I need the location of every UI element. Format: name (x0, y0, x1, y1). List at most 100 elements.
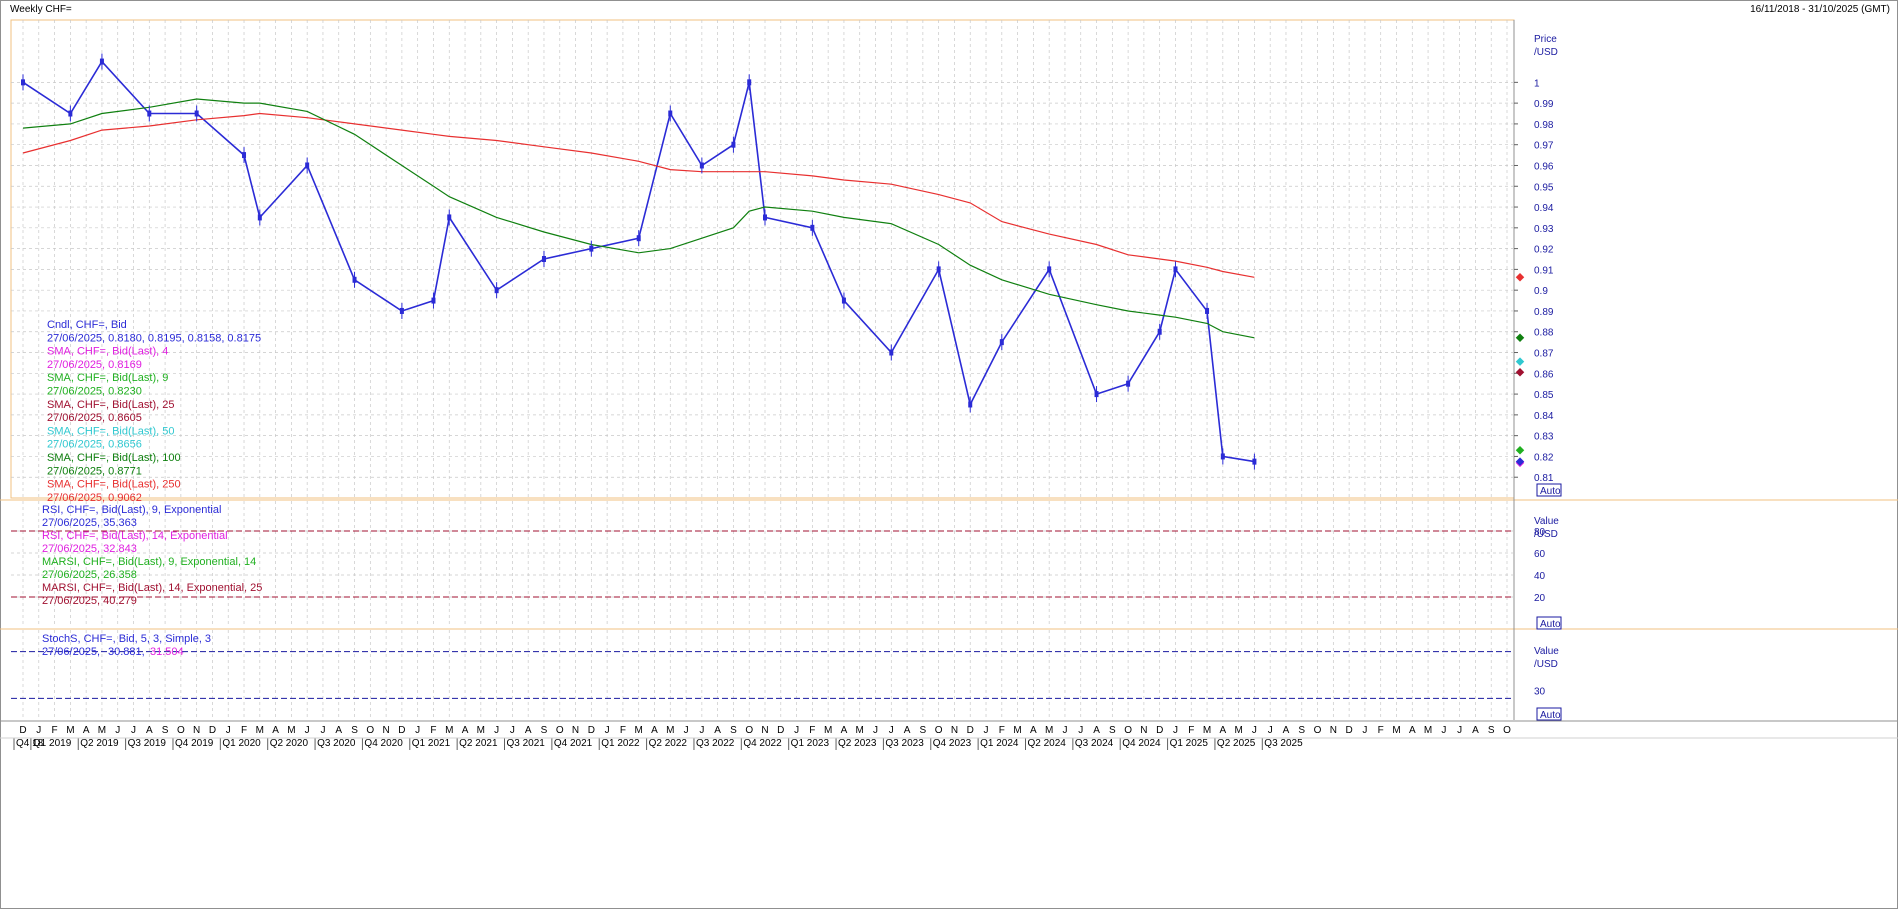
x-tick-label-month: S (1109, 725, 1116, 736)
x-tick-label-month: J (1362, 725, 1367, 736)
series-end-marker (1515, 333, 1525, 343)
auto-scale-button[interactable] (1536, 707, 1562, 721)
x-tick-label-month: D (777, 725, 784, 736)
x-tick-label-month: A (1409, 725, 1416, 736)
y-tick-label: 0.88 (1534, 328, 1554, 339)
y-tick-label: 60 (1534, 549, 1546, 560)
candle-body (1220, 453, 1225, 460)
x-tick-label-quarter: Q2 2022 (649, 738, 688, 749)
legend-entry: SMA, CHF=, Bid(Last), 25 (47, 399, 174, 411)
x-tick-label-month: S (541, 725, 548, 736)
y-tick-label: 0.93 (1534, 224, 1554, 235)
x-tick-label-month: N (193, 725, 200, 736)
y-tick-label: 0.83 (1534, 432, 1554, 443)
x-tick-label-quarter: Q3 2023 (885, 738, 924, 749)
y-tick-label: 0.98 (1534, 120, 1554, 131)
x-tick-label-month: D (19, 725, 26, 736)
x-tick-label-month: A (651, 725, 658, 736)
x-tick-label-month: D (398, 725, 405, 736)
x-tick-label-month: J (605, 725, 610, 736)
legend-entry: SMA, CHF=, Bid(Last), 9 (47, 372, 168, 384)
x-tick-label-month: A (462, 725, 469, 736)
x-tick-label-month: J (1457, 725, 1462, 736)
candle-body (1252, 458, 1257, 465)
x-tick-label-month: M (1045, 725, 1053, 736)
x-tick-label-month: F (1188, 725, 1194, 736)
candle-body (147, 110, 152, 117)
x-tick-label-month: M (256, 725, 264, 736)
x-tick-label-quarter: Q2 2019 (80, 738, 119, 749)
candle-body (589, 245, 594, 252)
x-tick-label-month: J (320, 725, 325, 736)
candle-body (999, 339, 1004, 346)
candle-body (1205, 307, 1210, 314)
legend-entry: Cndl, CHF=, Bid (47, 319, 127, 331)
x-tick-label-month: J (1441, 725, 1446, 736)
x-tick-label-month: O (556, 725, 564, 736)
candle-body (1047, 266, 1052, 273)
chart-title: Weekly CHF= (10, 4, 72, 15)
x-tick-label-month: J (1173, 725, 1178, 736)
candle-body (305, 162, 310, 169)
x-tick-label-month: O (935, 725, 943, 736)
x-tick-label-month: O (1314, 725, 1322, 736)
x-tick-label-month: F (999, 725, 1005, 736)
y-tick-label: 0.85 (1534, 390, 1554, 401)
x-tick-label-month: N (382, 725, 389, 736)
x-tick-label-month: J (1062, 725, 1067, 736)
x-tick-label-month: F (241, 725, 247, 736)
x-tick-label-month: S (351, 725, 358, 736)
x-tick-label-quarter: Q3 2022 (696, 738, 735, 749)
legend-entry: 31.504 (150, 646, 184, 658)
x-tick-label-month: A (525, 725, 532, 736)
candle-body (541, 256, 546, 262)
candle-body (636, 235, 641, 242)
x-tick-label-quarter: Q1 2024 (980, 738, 1019, 749)
legend-entry: 27/06/2025, 0.8169 (47, 359, 142, 371)
x-tick-label-quarter: Q1 2022 (601, 738, 640, 749)
auto-scale-label: Auto (1540, 710, 1561, 721)
x-tick-label-quarter: Q2 2020 (270, 738, 309, 749)
x-tick-label-month: J (984, 725, 989, 736)
candle-body (431, 297, 436, 304)
price-panel-frame (10, 19, 1515, 499)
x-tick-label-quarter: Q4 2024 (1122, 738, 1161, 749)
x-tick-label-month: M (287, 725, 295, 736)
x-tick-label-month: M (445, 725, 453, 736)
legend-entry: 27/06/2025, (42, 646, 100, 658)
x-tick-label-month: A (1472, 725, 1479, 736)
x-tick-label-month: J (415, 725, 420, 736)
legend-entry: StochS, CHF=, Bid, 5, 3, Simple, 3 (42, 633, 211, 645)
y-tick-label: 0.89 (1534, 307, 1554, 318)
series-end-marker (1515, 273, 1525, 282)
auto-scale-button[interactable] (1536, 483, 1562, 497)
x-tick-label-month: J (889, 725, 894, 736)
x-tick-label-month: F (1378, 725, 1384, 736)
x-tick-label-month: J (1078, 725, 1083, 736)
auto-scale-button[interactable] (1536, 616, 1562, 630)
legend-entry: 27/06/2025, 32.843 (42, 543, 137, 555)
y-tick-label: 30 (1534, 687, 1546, 698)
legend-entry: MARSI, CHF=, Bid(Last), 14, Exponential,… (42, 582, 262, 594)
candle-body (763, 214, 767, 221)
x-tick-label-month: J (226, 725, 231, 736)
series-end-marker (1515, 368, 1525, 377)
candle-body (1126, 380, 1131, 387)
x-tick-label-quarter: Q2 2021 (459, 738, 498, 749)
y-tick-label: 0.99 (1534, 99, 1554, 110)
legend-entry: 30.881, (108, 646, 145, 658)
candle-body (1157, 328, 1162, 335)
x-tick-label-month: F (430, 725, 436, 736)
x-tick-label-month: J (510, 725, 515, 736)
series-end-marker (1515, 357, 1525, 366)
x-tick-label-month: S (1298, 725, 1305, 736)
y-tick-label: 0.97 (1534, 141, 1554, 152)
legend-entry: 27/06/2025, 0.9062 (47, 492, 142, 504)
x-tick-label-month: A (1283, 725, 1290, 736)
x-tick-label-month: O (366, 725, 374, 736)
x-tick-label-month: F (620, 725, 626, 736)
x-tick-label-quarter: Q4 18 (16, 738, 44, 749)
y-tick-label: 0.81 (1534, 473, 1554, 484)
x-tick-label-month: S (162, 725, 169, 736)
